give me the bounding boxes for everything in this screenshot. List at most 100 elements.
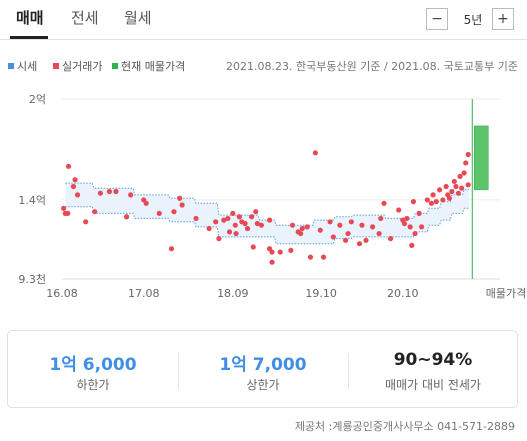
transaction-point [179, 202, 185, 208]
transaction-point [455, 190, 461, 196]
stat-upper-price: 1억 7,000 상한가 [178, 331, 348, 409]
legend-label-transactions: 실거래가 [62, 60, 103, 73]
transaction-point [419, 224, 425, 230]
stat-lower-price-value: 1억 6,000 [49, 355, 137, 375]
transaction-point [74, 192, 81, 198]
transaction-point [307, 254, 314, 260]
y-tick-label: 2억 [29, 93, 46, 106]
transaction-point [123, 214, 130, 220]
tab-monthly-rent[interactable]: 월세 [124, 9, 152, 27]
tab-divider [0, 39, 527, 40]
transaction-point [113, 188, 119, 195]
transaction-point [156, 210, 162, 216]
stat-jeonse-ratio: 90~94% 매매가 대비 전세가 [348, 331, 518, 409]
transaction-point [465, 151, 471, 158]
price-summary-box: 1억 6,000 하한가 1억 7,000 상한가 90~94% 매매가 대비 … [7, 330, 518, 408]
legend-swatch-current-listing [112, 63, 118, 69]
current-listing-axis-label: 매물가격 [486, 287, 526, 300]
transaction-point [461, 170, 467, 176]
transaction-point [92, 209, 98, 215]
data-source-text: 2021.08.23. 한국부동산원 기준 / 2021.08. 국토교통부 기… [226, 60, 518, 73]
transaction-point [342, 237, 349, 243]
transaction-point [289, 222, 296, 228]
y-tick-label: 9.3천 [18, 272, 46, 286]
transaction-point [359, 222, 365, 228]
transaction-point [312, 150, 318, 156]
current-listing-range-bar [474, 125, 489, 191]
transaction-point [381, 200, 387, 206]
transaction-point [288, 247, 294, 254]
transaction-point [410, 199, 417, 205]
transaction-point [250, 244, 256, 250]
transaction-point [128, 192, 134, 198]
transaction-point [396, 207, 402, 213]
transaction-point [436, 187, 443, 193]
tab-sale[interactable]: 매매 [16, 9, 44, 27]
x-tick-label: 17.08 [128, 287, 160, 300]
transaction-point [337, 222, 343, 228]
tab-jeonse[interactable]: 전세 [71, 9, 99, 27]
transaction-point [83, 219, 89, 225]
transaction-point [249, 214, 255, 220]
x-tick-label: 18.09 [217, 287, 249, 300]
stat-divider [178, 353, 179, 389]
transaction-point [430, 192, 436, 198]
transaction-point [193, 215, 199, 222]
transaction-point [443, 183, 449, 190]
transaction-point [106, 188, 113, 195]
transaction-point [453, 183, 459, 190]
stat-lower-price-label: 하한가 [76, 378, 110, 392]
stat-upper-price-label: 상한가 [246, 378, 280, 392]
legend-item-current-listing: 현재 매물가격 [112, 58, 185, 74]
transaction-point [242, 220, 248, 227]
transaction-point [416, 210, 422, 216]
x-tick-label: 20.10 [387, 287, 419, 300]
transaction-point [457, 173, 463, 179]
transaction-point [72, 177, 78, 183]
transaction-point [424, 197, 430, 203]
transaction-point [258, 222, 265, 228]
transaction-point [446, 195, 452, 201]
period-decrease-button[interactable]: − [426, 8, 448, 30]
transaction-point [463, 160, 469, 166]
stat-lower-price: 1억 6,000 하한가 [8, 331, 178, 409]
transaction-point [216, 236, 222, 242]
transaction-point [226, 229, 233, 235]
legend-item-transactions: 실거래가 [53, 58, 102, 74]
transaction-point [254, 220, 260, 227]
legend-swatch-market-price [8, 63, 14, 69]
transaction-point [428, 200, 435, 206]
transaction-point [269, 249, 275, 255]
transaction-point [387, 236, 394, 242]
legend-label-current-listing: 현재 매물가격 [121, 60, 186, 73]
stat-upper-price-value: 1억 7,000 [219, 355, 307, 375]
transaction-point [363, 237, 369, 243]
transaction-point [61, 205, 67, 211]
transaction-point [299, 225, 305, 232]
transaction-point [409, 242, 415, 248]
transaction-point [298, 230, 304, 237]
transaction-point [177, 195, 183, 201]
transaction-point [253, 209, 259, 215]
transaction-point [378, 215, 384, 222]
legend-swatch-transactions [53, 63, 59, 69]
transaction-point [244, 225, 251, 232]
transaction-point [168, 246, 175, 252]
period-value: 5년 [463, 13, 483, 27]
transaction-point [401, 220, 408, 227]
transaction-point [277, 249, 283, 255]
transaction-point [404, 215, 410, 222]
period-increase-button[interactable]: + [492, 8, 514, 30]
transaction-point [65, 210, 71, 216]
transaction-point [266, 217, 273, 223]
legend-item-market-price: 시세 [8, 58, 37, 74]
transaction-point [213, 219, 219, 225]
transaction-point [320, 254, 327, 260]
transaction-point [233, 230, 239, 237]
transaction-point [317, 227, 323, 233]
transaction-point [171, 209, 177, 215]
transaction-point [433, 199, 439, 205]
provider-text: 제공처 :계룡공인중개사사무소 041-571-2889 [294, 420, 515, 433]
transaction-point [206, 225, 212, 232]
